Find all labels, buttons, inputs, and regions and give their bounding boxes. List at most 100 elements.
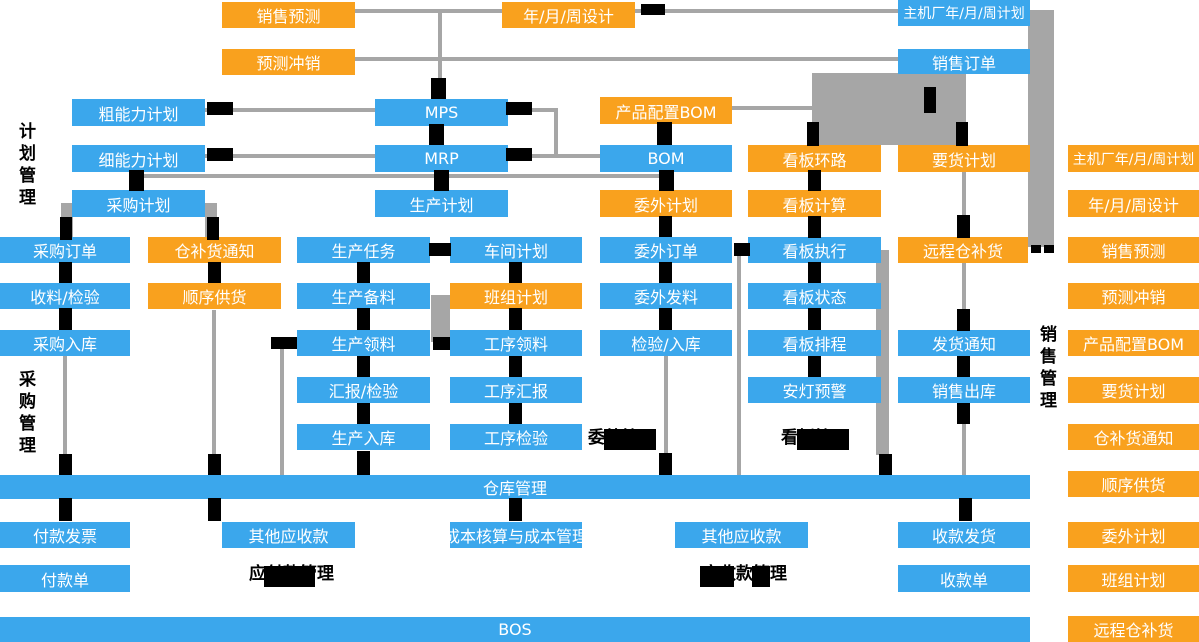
connector-node: [429, 243, 451, 256]
kanban-status-node: 看板状态: [748, 283, 881, 309]
connector-node: [207, 217, 219, 240]
production-task-node: 生产任务: [297, 237, 430, 263]
receive-inspect-node: 收料/检验: [0, 283, 130, 309]
connector-node: [264, 566, 315, 587]
sales-order-node: 销售订单: [898, 49, 1030, 74]
connector-line: [355, 9, 502, 13]
connector-node: [959, 498, 972, 521]
r-remote-replenish-node: 远程仓补货: [1068, 616, 1199, 642]
connector-node: [957, 215, 970, 238]
connector-node: [429, 124, 444, 145]
sequence-supply-node: 顺序供货: [148, 283, 281, 309]
connector-line: [962, 171, 966, 217]
connector-line: [554, 108, 558, 158]
connector-node: [700, 566, 734, 587]
outsource-issue-node: 委外发料: [600, 283, 732, 309]
report-inspect-node: 汇报/检验: [297, 377, 430, 403]
process-inspect-node: 工序检验: [450, 424, 582, 450]
connector-node: [659, 262, 672, 283]
connector-node: [659, 216, 672, 237]
r-oem-ymw-plan-node: 主机厂年/月/周计划: [1068, 145, 1199, 172]
r-delivery-plan-node: 要货计划: [1068, 377, 1199, 403]
purchase-plan-node: 采购计划: [72, 190, 205, 217]
connector-line: [635, 9, 898, 13]
connector-node: [509, 356, 522, 377]
connector-node: [60, 217, 72, 240]
purchase-order-node: 采购订单: [0, 237, 130, 263]
connector-node: [924, 87, 936, 113]
bos-bar-node: BOS: [0, 617, 1030, 642]
r-team-plan-node: 班组计划: [1068, 565, 1199, 592]
other-receivable-1-node: 其他应收款: [222, 522, 355, 548]
connector-node: [641, 4, 665, 15]
connector-line: [63, 356, 67, 456]
receipt-delivery-node: 收款发货: [898, 522, 1030, 548]
connector-line: [1028, 10, 1054, 247]
sales-outbound-node: 销售出库: [898, 377, 1030, 403]
connector-node: [659, 170, 674, 191]
kanban-exec-node: 看板执行: [748, 237, 881, 263]
production-prep-node: 生产备料: [297, 283, 430, 309]
other-receivable-2-node: 其他应收款: [675, 522, 808, 548]
connector-node: [357, 356, 370, 377]
forecast-offset-node: 预测冲销: [222, 49, 355, 75]
connector-node: [506, 102, 532, 115]
connector-node: [129, 170, 144, 191]
connector-node: [506, 148, 532, 161]
receipt-slip-node: 收款单: [898, 565, 1030, 592]
payment-invoice-node: 付款发票: [0, 522, 130, 548]
connector-node: [59, 454, 72, 475]
connector-line: [135, 174, 666, 178]
connector-node: [604, 429, 656, 450]
outsource-order-node: 委外订单: [600, 237, 732, 263]
connector-line: [205, 108, 377, 112]
connector-line: [732, 106, 812, 110]
connector-node: [808, 356, 821, 377]
connector-line: [212, 310, 216, 456]
connector-node: [957, 356, 970, 377]
r-outsource-plan-node: 委外计划: [1068, 522, 1199, 548]
connector-node: [808, 216, 821, 238]
purchase-inbound-node: 采购入库: [0, 330, 130, 356]
connector-line: [280, 344, 284, 475]
connector-node: [434, 170, 449, 191]
team-plan-node: 班组计划: [450, 283, 582, 309]
connector-node: [808, 262, 821, 283]
connector-line: [528, 154, 602, 158]
inspect-inbound-node: 检验/入库: [600, 330, 732, 356]
connector-node: [208, 262, 221, 283]
connector-node: [957, 309, 970, 331]
connector-node: [879, 454, 892, 475]
connector-node: [271, 337, 297, 349]
connector-node: [59, 262, 72, 283]
warehouse-mgmt-bar-node: 仓库管理: [0, 475, 1030, 499]
connector-node: [956, 122, 968, 146]
product-config-bom-node: 产品配置BOM: [600, 97, 732, 124]
connector-line: [530, 108, 558, 112]
purchase-mgmt-label: 采购管理: [15, 370, 35, 458]
connector-node: [207, 102, 233, 115]
mrp-node: MRP: [375, 145, 508, 172]
r-forecast-offset-node: 预测冲销: [1068, 283, 1199, 309]
connector-node: [657, 122, 672, 145]
delivery-plan-node: 要货计划: [898, 145, 1030, 172]
production-issue-node: 生产领料: [297, 330, 430, 356]
connector-line: [355, 57, 898, 61]
connector-line: [737, 256, 741, 475]
r-replenish-notice-node: 仓补货通知: [1068, 424, 1199, 450]
connector-node: [1031, 245, 1041, 253]
connector-node: [797, 429, 849, 450]
connector-node: [207, 148, 233, 161]
process-issue-node: 工序领料: [450, 330, 582, 356]
connector-node: [357, 451, 370, 475]
payment-slip-node: 付款单: [0, 565, 130, 592]
connector-node: [357, 308, 370, 330]
workshop-plan-node: 车间计划: [450, 237, 582, 263]
connector-line: [438, 9, 442, 101]
kanban-schedule-node: 看板排程: [748, 330, 881, 356]
process-report-node: 工序汇报: [450, 377, 582, 403]
ymw-design-node: 年/月/周设计: [502, 2, 635, 28]
connector-node: [659, 308, 672, 330]
connector-node: [734, 243, 750, 256]
